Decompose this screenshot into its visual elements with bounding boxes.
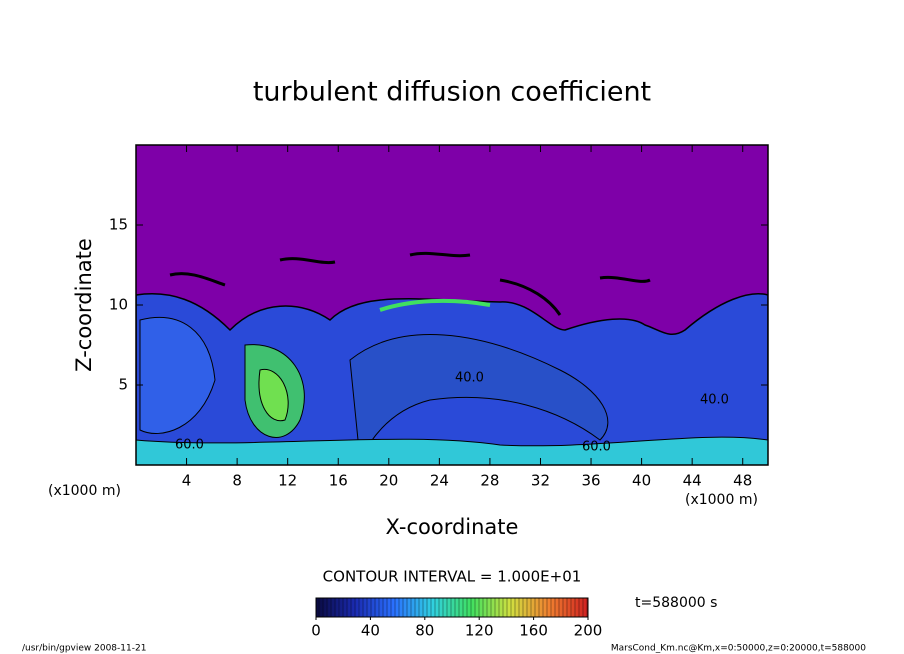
- colorbar-tick-label: 80: [415, 622, 434, 640]
- x-unit-left: (x1000 m): [48, 483, 121, 499]
- contour-label: 60.0: [582, 440, 611, 455]
- x-tick-label: 4: [182, 472, 192, 490]
- x-tick-label: 12: [278, 472, 297, 490]
- contour-label: 60.0: [175, 438, 204, 453]
- x-axis-label: X-coordinate: [386, 515, 519, 539]
- x-tick-label: 48: [733, 472, 752, 490]
- x-tick-label: 16: [329, 472, 348, 490]
- contour-label: 40.0: [455, 371, 484, 386]
- x-tick-label: 8: [232, 472, 242, 490]
- colorbar-tick-label: 40: [361, 622, 380, 640]
- footer-right: MarsCond_Km.nc@Km,x=0:50000,z=0:20000,t=…: [611, 644, 866, 654]
- y-axis-label: Z-coordinate: [72, 238, 96, 372]
- colorbar-tick-label: 160: [519, 622, 548, 640]
- time-label: t=588000 s: [635, 595, 717, 611]
- x-tick-label: 32: [531, 472, 550, 490]
- colorbar-tick-label: 120: [465, 622, 494, 640]
- colorbar-tick-label: 0: [311, 622, 321, 640]
- y-tick-label: 5: [118, 376, 128, 394]
- x-tick-label: 40: [632, 472, 651, 490]
- chart-title: turbulent diffusion coefficient: [253, 77, 651, 108]
- contour-interval: CONTOUR INTERVAL = 1.000E+01: [323, 568, 582, 586]
- colorbar: [315, 597, 589, 618]
- contour-label: 40.0: [700, 393, 729, 408]
- x-tick-label: 36: [581, 472, 600, 490]
- x-tick-label: 20: [379, 472, 398, 490]
- x-unit-right: (x1000 m): [685, 492, 758, 508]
- colorbar-tick-label: 200: [574, 622, 603, 640]
- x-tick-label: 44: [683, 472, 702, 490]
- y-tick-label: 10: [109, 296, 128, 314]
- contour-field: [136, 145, 768, 465]
- footer-left: /usr/bin/gpview 2008-11-21: [22, 644, 146, 654]
- x-tick-label: 24: [430, 472, 449, 490]
- y-tick-label: 15: [109, 216, 128, 234]
- x-tick-label: 28: [480, 472, 499, 490]
